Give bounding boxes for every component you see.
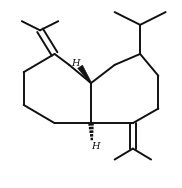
Text: H: H — [71, 58, 80, 67]
Text: H: H — [91, 142, 100, 151]
Polygon shape — [78, 65, 92, 83]
